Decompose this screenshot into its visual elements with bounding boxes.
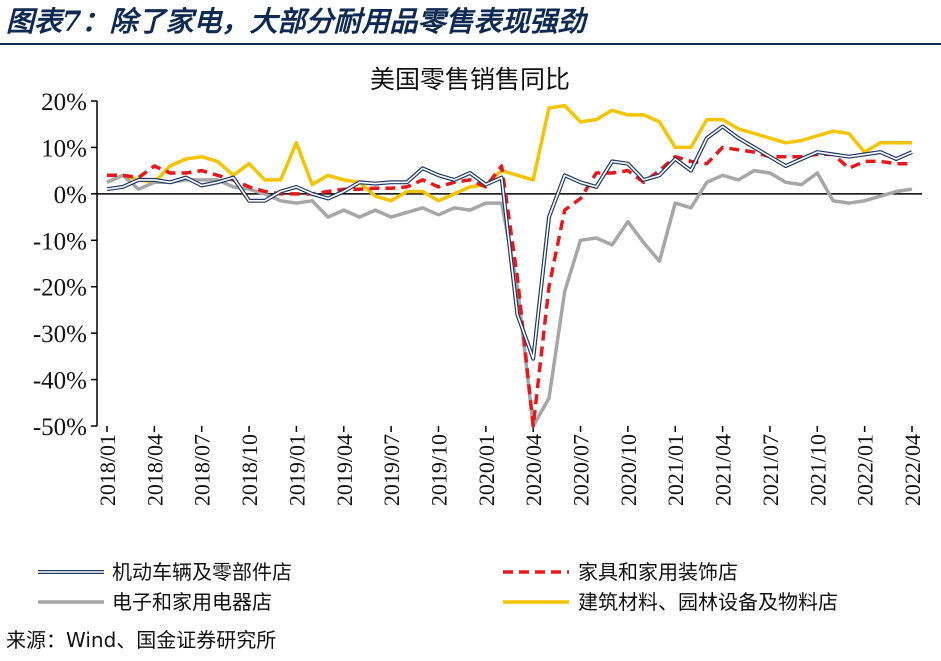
y-tick-label: -30% — [33, 321, 87, 348]
legend-item-electronics: 电子和家用电器店 — [38, 590, 272, 614]
x-tick-label: 2021/07 — [758, 434, 783, 506]
legend: 机动车辆及零部件店 家具和家用装饰店 电子和家用电器店 建筑材料、园林设备及物料… — [38, 560, 838, 614]
axes — [96, 101, 922, 426]
y-tick-label: -10% — [33, 228, 87, 255]
legend-label-building: 建筑材料、园林设备及物料店 — [578, 590, 838, 614]
y-tick-label: -50% — [33, 414, 87, 441]
legend-label-furniture: 家具和家用装饰店 — [578, 560, 738, 584]
x-tick-label: 2019/04 — [332, 434, 357, 506]
y-tick-label: -20% — [33, 275, 87, 302]
x-tick-label: 2018/10 — [237, 434, 262, 506]
x-tick-label: 2018/04 — [142, 434, 167, 506]
x-tick-label: 2019/07 — [379, 434, 404, 506]
x-tick-label: 2018/01 — [95, 434, 120, 506]
x-tick-label: 2021/04 — [711, 434, 736, 506]
x-tick-label: 2020/04 — [521, 434, 546, 506]
legend-item-building: 建筑材料、园林设备及物料店 — [503, 590, 838, 614]
plot-area — [106, 103, 913, 428]
series-line-electronics — [106, 168, 913, 428]
x-tick-label: 2020/01 — [474, 434, 499, 506]
legend-label-auto: 机动车辆及零部件店 — [112, 560, 292, 584]
x-tick-label: 2019/10 — [426, 434, 451, 506]
x-axis-ticks: 2018/01 2018/04 2018/07 2018/10 2019/01 2019/… — [95, 426, 925, 506]
series-group — [106, 103, 913, 428]
x-tick-label: 2018/07 — [190, 434, 215, 506]
series-line-auto — [106, 125, 913, 360]
y-tick-label: -40% — [33, 368, 87, 395]
x-tick-label: 2022/01 — [853, 434, 878, 506]
chart-title: 美国零售销售同比 — [370, 65, 570, 94]
x-tick-label: 2021/10 — [805, 434, 830, 506]
y-axis-ticks: -50% -40% -30% -20% -10% 0% 10% 20% — [33, 89, 97, 441]
series-line-furniture — [107, 145, 912, 428]
legend-item-furniture: 家具和家用装饰店 — [503, 560, 738, 584]
x-tick-label: 2020/07 — [569, 434, 594, 506]
y-tick-label: 10% — [41, 135, 87, 162]
legend-item-auto: 机动车辆及零部件店 — [38, 560, 292, 584]
y-tick-label: 0% — [54, 182, 87, 209]
y-tick-label: 20% — [41, 89, 87, 116]
series-line-building — [106, 103, 912, 203]
x-tick-label: 2021/01 — [663, 434, 688, 506]
figure-title: 图表7：除了家电，大部分耐用品零售表现强劲 — [6, 5, 586, 38]
source-note: 来源：Wind、国金证券研究所 — [6, 628, 277, 652]
legend-label-electronics: 电子和家用电器店 — [112, 590, 272, 614]
x-tick-label: 2019/01 — [284, 434, 309, 506]
title-rule — [0, 43, 941, 45]
x-tick-label: 2022/04 — [900, 434, 925, 506]
x-tick-label: 2020/10 — [616, 434, 641, 506]
retail-sales-yoy-chart: 美国零售销售同比 -50% -40% -30% -20% -10% 0% 10% 20% 20… — [33, 65, 925, 614]
